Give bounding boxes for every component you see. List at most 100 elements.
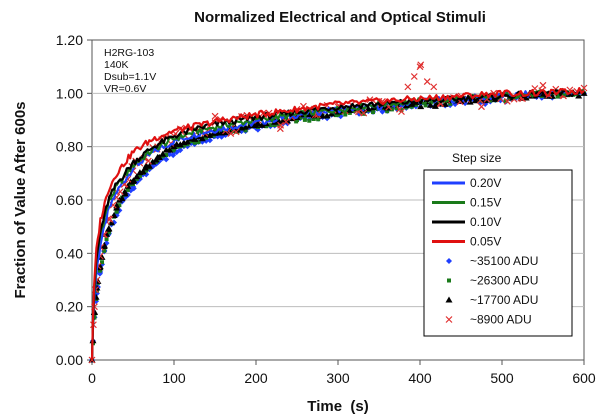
data-point [177,147,184,154]
data-point [181,143,186,148]
legend-box [423,169,573,337]
data-point [423,103,428,108]
data-point [334,113,339,118]
data-point [383,104,391,111]
legend-label: ~26300 ADU [470,274,538,288]
y-axis-label: Fraction of Value After 600s [12,101,29,298]
data-point [121,190,129,197]
data-point [174,144,179,149]
x-axis-label: Time (s) [307,398,368,415]
data-point [106,230,111,235]
data-point [346,106,354,113]
y-tick-label: 0.20 [56,299,83,315]
data-point [481,97,489,104]
data-point [305,111,313,118]
data-point [343,112,348,117]
y-tick-label: 1.00 [56,85,83,101]
chart-title: Normalized Electrical and Optical Stimul… [194,9,486,26]
legend: Step size 0.20V 0.15V 0.10V 0.05V ~35100 ADU… [423,151,573,337]
data-point [97,268,102,273]
data-point [431,102,439,109]
legend-item: ~8900 ADU [445,313,532,327]
data-point [539,81,547,89]
legend-item: ~17700 ADU [445,293,538,307]
data-point [159,150,167,157]
y-tick-label: 0.80 [56,139,83,155]
data-point [371,110,376,115]
data-point [102,248,107,253]
data-point [478,103,485,111]
legend-label: 0.15V [470,196,501,210]
data-point [243,128,248,133]
data-point [430,83,438,91]
legend-swatch [445,316,453,323]
data-point [133,173,141,180]
data-point [206,137,213,144]
data-point [258,121,266,128]
data-point [272,122,277,127]
data-point [503,99,508,104]
data-point [100,243,108,250]
y-tick-label: 0.00 [56,352,83,368]
data-point [347,110,352,115]
annotation-line: H2RG-103 [104,47,154,59]
legend-item: 0.05V [432,235,501,249]
legend-swatch [446,258,452,264]
annotation-line: VR=0.6V [104,83,146,95]
legend-title: Step size [452,151,502,165]
data-point [196,140,201,145]
y-tick-label: 0.60 [56,192,83,208]
data-point [171,148,176,153]
data-point [105,225,113,232]
data-point [176,141,184,148]
data-point [423,78,431,85]
y-tick-label: 0.40 [56,245,83,261]
legend-item: ~35100 ADU [446,254,538,268]
data-point [555,94,560,99]
data-point [268,123,273,128]
data-point [130,177,138,184]
data-point [417,61,425,69]
data-point [191,135,199,142]
legend-item: 0.10V [432,215,501,229]
data-point [385,109,390,114]
legend-label: ~35100 ADU [470,254,538,268]
data-point [104,237,109,242]
data-point [426,101,434,108]
data-point [206,131,214,138]
data-point [198,135,206,142]
data-point [227,130,235,137]
x-tick-label: 300 [326,370,350,386]
x-tick-label: 100 [162,370,186,386]
series-line [90,87,585,361]
data-point [183,138,191,145]
x-tick-label: 500 [490,370,514,386]
data-point [352,109,357,114]
x-tick-label: 200 [244,370,268,386]
data-point [522,94,530,101]
data-point [117,203,122,208]
data-point [416,63,424,71]
legend-label: 0.20V [470,176,501,190]
data-point [155,153,163,160]
x-tick-label: 400 [408,370,432,386]
data-point [114,209,119,214]
series-layer [88,61,588,364]
data-point [311,116,316,121]
legend-swatch [445,296,453,303]
data-point [192,140,197,145]
data-point [298,115,303,120]
annotation-line: 140K [104,59,129,71]
data-point [575,92,583,99]
data-point [407,100,415,107]
data-point [410,73,418,80]
legend-item: 0.15V [432,196,501,210]
annotation-line: Dsub=1.1V [104,71,156,83]
data-point [302,117,307,122]
data-point [276,125,284,133]
legend-label: ~8900 ADU [470,313,532,327]
legend-swatch [447,278,451,283]
x-axis-ticks: 0 100 200 300 400 500 600 [88,360,596,386]
